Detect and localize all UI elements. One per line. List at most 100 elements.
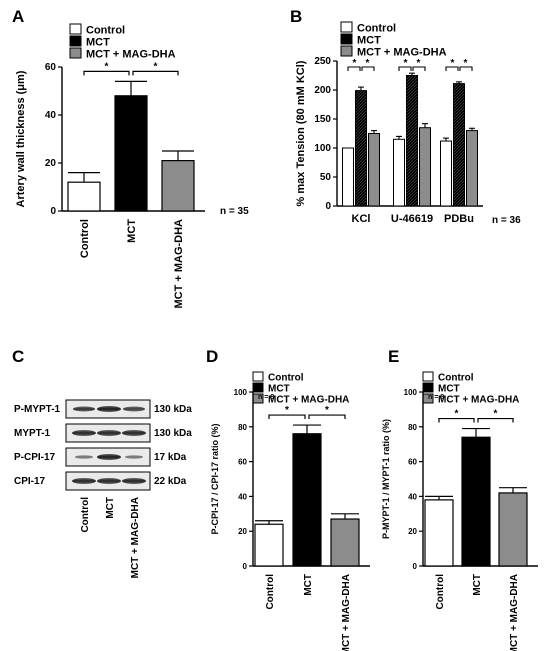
x-category-label: MCT + MAG-DHA: [509, 574, 520, 651]
x-category-label: MCT: [303, 574, 314, 596]
blot-size-label: 17 kDa: [154, 452, 187, 463]
significance-bracket: [412, 66, 426, 71]
x-category-label: MCT: [472, 574, 483, 596]
legend-swatch: [340, 33, 353, 45]
blot-row-label: MYPT-1: [14, 428, 51, 439]
significance-bracket: [132, 70, 179, 76]
legend-label: MCT + MAG-DHA: [86, 49, 176, 61]
y-tick-label: 60: [45, 62, 57, 73]
significance-bracket: [308, 414, 346, 420]
y-tick-label: 20: [408, 527, 417, 536]
significance-bracket: [438, 417, 475, 423]
blot-lane-label: Control: [80, 497, 91, 533]
legend-swatch: [340, 45, 353, 57]
legend-label: MCT: [438, 384, 460, 395]
y-tick-label: 0: [243, 562, 248, 571]
significance-star: *: [353, 58, 357, 69]
y-tick-label: 100: [404, 388, 418, 397]
y-tick-label: 250: [314, 56, 331, 67]
legend-label: MCT: [357, 35, 381, 47]
panel-letter-c: C: [12, 347, 24, 366]
blot-row-label: P-MYPT-1: [14, 404, 61, 415]
bar: [424, 499, 454, 567]
y-tick-label: 50: [320, 172, 332, 183]
bar: [67, 181, 101, 212]
panel-letter-b: B: [290, 7, 302, 26]
y-tick-label: 60: [238, 458, 247, 467]
y-axis-label: P-MYPT-1 / MYPT-1 ratio (%): [381, 419, 391, 539]
y-tick-label: 60: [408, 458, 417, 467]
bar: [342, 147, 354, 207]
x-category-label: MCT + MAG-DHA: [173, 219, 185, 309]
significance-star: *: [494, 409, 498, 420]
bar: [161, 160, 195, 212]
bar: [355, 90, 367, 207]
legend-label: MCT + MAG-DHA: [268, 395, 349, 406]
y-tick-label: 80: [238, 423, 247, 432]
panel-letter-d: D: [206, 347, 218, 366]
significance-star: *: [455, 409, 459, 420]
y-tick-label: 150: [314, 114, 331, 125]
bar: [406, 75, 418, 207]
significance-bracket: [361, 66, 375, 71]
bar: [393, 138, 405, 207]
legend-label: MCT + MAG-DHA: [357, 47, 447, 59]
sample-size-note: n = 8: [258, 394, 274, 401]
y-tick-label: 40: [408, 492, 417, 501]
bar: [498, 492, 528, 567]
y-axis-label: Artery wall thickness (μm): [15, 70, 27, 207]
blot-lane-label: MCT: [105, 497, 116, 519]
blot-band: [97, 430, 121, 436]
y-axis-label: P-CPI-17 / CPI-17 ratio (%): [210, 423, 220, 534]
y-tick-label: 0: [325, 201, 331, 212]
bar: [440, 140, 452, 207]
y-tick-label: 20: [45, 158, 57, 169]
significance-bracket: [347, 66, 361, 71]
y-tick-label: 100: [314, 143, 331, 154]
y-tick-label: 0: [50, 206, 56, 217]
significance-star: *: [325, 405, 329, 416]
y-tick-label: 0: [413, 562, 418, 571]
blot-band: [97, 478, 121, 484]
significance-bracket: [83, 70, 130, 76]
blot-band: [125, 455, 143, 459]
legend-swatch: [69, 23, 82, 35]
bar: [114, 95, 148, 212]
legend-swatch: [252, 371, 264, 382]
blot-band: [75, 455, 93, 459]
x-category-label: Control: [265, 574, 276, 610]
blot-band: [97, 406, 121, 412]
significance-bracket: [477, 417, 514, 423]
blot-size-label: 22 kDa: [154, 476, 187, 487]
blot-band: [122, 430, 146, 436]
legend-label: Control: [438, 373, 474, 384]
bar: [254, 523, 284, 567]
significance-bracket: [268, 414, 306, 420]
blot-row-label: CPI-17: [14, 476, 46, 487]
y-tick-label: 40: [45, 110, 57, 121]
bar: [453, 83, 465, 207]
significance-star: *: [154, 61, 158, 72]
blot-row-label: P-CPI-17: [14, 452, 56, 463]
blot-band: [73, 406, 95, 412]
y-tick-label: 200: [314, 85, 331, 96]
significance-bracket: [459, 66, 473, 71]
bar: [368, 133, 380, 207]
sample-size-note: n = 8: [428, 394, 444, 401]
x-category-label: MCT + MAG-DHA: [341, 574, 352, 651]
x-category-label: U-46619: [391, 213, 433, 225]
significance-star: *: [285, 405, 289, 416]
legend-label: MCT + MAG-DHA: [438, 395, 519, 406]
y-tick-label: 40: [238, 492, 247, 501]
panel-letter-e: E: [388, 347, 399, 366]
bar: [419, 127, 431, 207]
significance-star: *: [417, 58, 421, 69]
bar: [466, 130, 478, 207]
significance-bracket: [398, 66, 412, 71]
blot-band: [122, 478, 146, 484]
blot-size-label: 130 kDa: [154, 404, 192, 415]
